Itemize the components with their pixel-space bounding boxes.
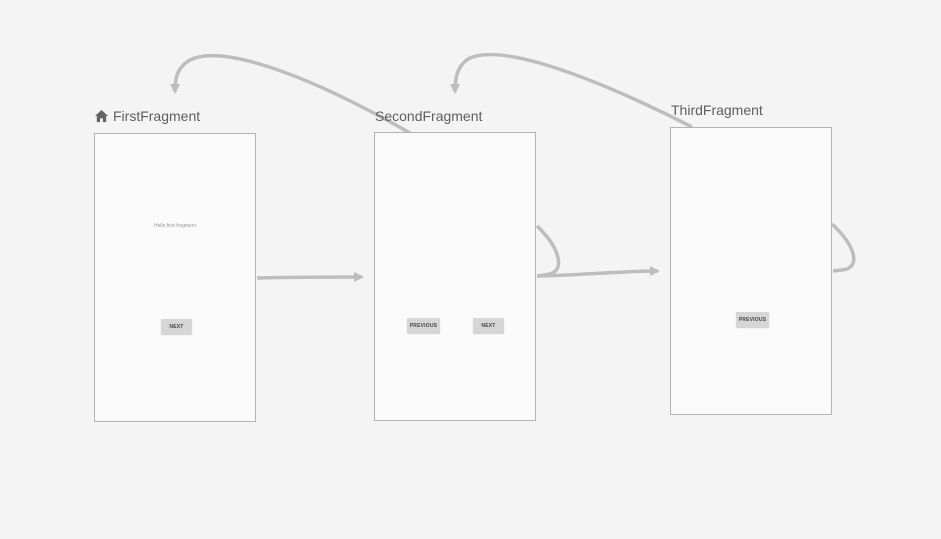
action-first-to-second[interactable]	[256, 272, 364, 283]
destination-label-first[interactable]: FirstFragment	[94, 108, 200, 124]
destination-label-text: FirstFragment	[113, 108, 201, 124]
preview-next-button: NEXT	[161, 319, 192, 334]
destination-label-text: SecondFragment	[375, 108, 483, 124]
preview-previous-button: PREVIOUS	[407, 318, 440, 333]
action-third-self-loop[interactable]	[830, 222, 856, 273]
destination-screen-second[interactable]: PREVIOUS NEXT	[374, 132, 536, 421]
action-second-self-loop[interactable]	[535, 224, 561, 278]
action-second-to-third[interactable]	[536, 266, 660, 278]
destination-screen-first[interactable]: Hello first fragment NEXT	[94, 133, 256, 422]
home-icon	[94, 109, 109, 122]
destination-label-second[interactable]: SecondFragment	[375, 108, 482, 124]
preview-previous-button: PREVIOUS	[736, 312, 769, 327]
preview-next-button: NEXT	[473, 318, 504, 333]
action-third-to-second[interactable]	[450, 52, 693, 129]
destination-screen-third[interactable]: PREVIOUS	[670, 127, 832, 415]
destination-label-third[interactable]: ThirdFragment	[671, 102, 763, 118]
destination-label-text: ThirdFragment	[671, 102, 763, 118]
hello-text: Hello first fragment	[154, 223, 196, 229]
